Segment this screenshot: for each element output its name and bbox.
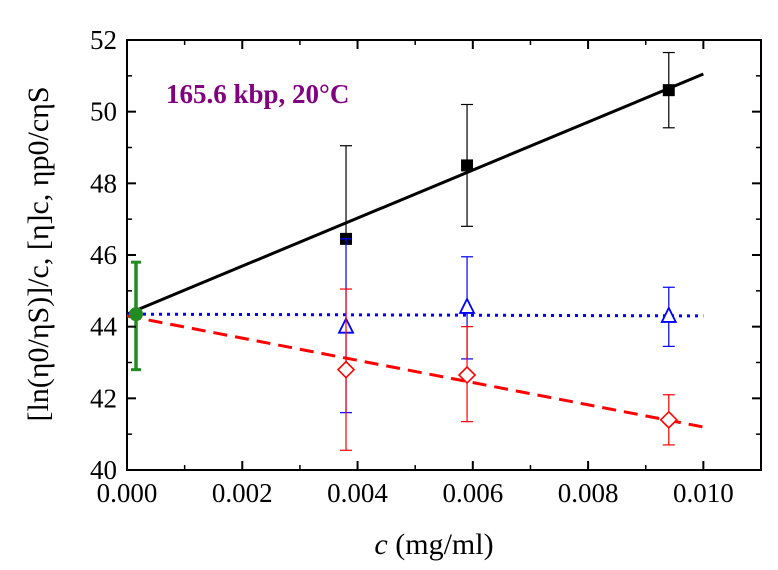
y-tick-label: 52 <box>90 25 117 55</box>
x-tick-label: 0.010 <box>673 478 734 508</box>
chart-marks <box>126 51 704 451</box>
x-axis-label: c (mg/ml) <box>374 528 493 561</box>
data-point-square <box>461 159 474 172</box>
y-tick-label: 44 <box>90 312 118 342</box>
chart-axes: 0.000 0.002 0.004 0.006 0.008 0.010 40 42 44 46 48… <box>90 25 761 508</box>
data-point-diamond <box>457 365 477 385</box>
data-point-diamond <box>659 410 678 429</box>
x-tick-label: 0.000 <box>97 478 158 508</box>
x-tick-label: 0.006 <box>442 478 503 508</box>
y-tick-label: 50 <box>90 97 117 127</box>
y-tick-label: 46 <box>90 240 117 270</box>
data-point-triangle <box>660 305 678 323</box>
data-point-square <box>662 84 675 97</box>
x-tick-label: 0.008 <box>558 478 619 508</box>
y-tick-label: 40 <box>90 455 117 485</box>
y-axis-label: [ln(η0/ηS)]/c, [η]c, ηp0/cηS <box>22 86 55 421</box>
fit-line-series-0 <box>126 72 704 316</box>
chart-annotation: 165.6 kbp, 20°C <box>166 79 349 109</box>
x-tick-label: 0.004 <box>327 478 388 508</box>
y-tick-label: 48 <box>90 168 117 198</box>
data-point-triangle <box>458 296 476 314</box>
y-tick-label: 42 <box>90 383 117 413</box>
fit-line-series-1 <box>126 312 704 318</box>
x-tick-label: 0.002 <box>212 478 273 508</box>
fit-line-series-2 <box>126 314 704 429</box>
x-axis-label-unit: (mg/ml) <box>388 528 494 561</box>
x-axis-label-variable: c <box>374 528 387 561</box>
intercept-point <box>129 307 143 322</box>
data-point-diamond <box>336 360 356 379</box>
